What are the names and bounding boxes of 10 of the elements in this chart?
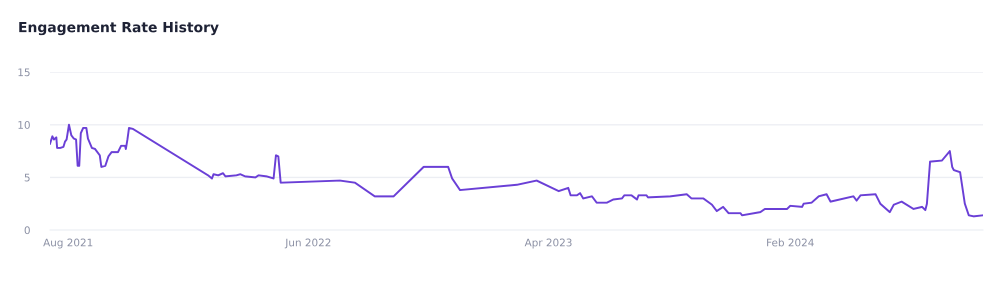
- y-tick-label: 15: [18, 68, 30, 76]
- y-tick-label: 5: [24, 174, 30, 182]
- y-tick-label: 10: [18, 120, 30, 129]
- x-tick-label: Jun 2022: [284, 238, 330, 248]
- x-tick-label: Feb 2024: [767, 238, 814, 246]
- x-tick-label: Apr 2023: [524, 238, 572, 248]
- line-series: [50, 124, 983, 218]
- x-tick-label: Aug 2021: [43, 238, 92, 248]
- y-tick-label: 0: [24, 226, 30, 234]
- chart-title: Engagement Rate History: [19, 22, 219, 36]
